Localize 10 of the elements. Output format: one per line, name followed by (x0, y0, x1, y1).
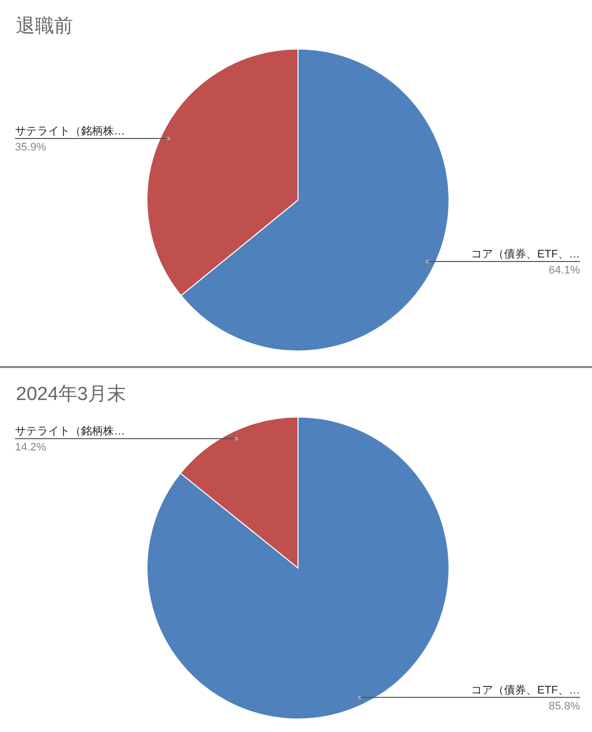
slice-label: サテライト（銘柄株… (15, 424, 125, 438)
data-label: 14.2% (15, 442, 46, 454)
chart-title: 2024年3月末 (16, 384, 126, 405)
chart-title: 退職前 (16, 16, 73, 37)
data-label: 85.8% (548, 700, 580, 712)
slice-label: サテライト（銘柄株… (15, 124, 125, 138)
slice-label: コア（債券、ETF、… (471, 683, 580, 696)
data-label: 35.9% (15, 142, 46, 154)
data-label: 64.1% (548, 264, 580, 276)
slice-label: コア（債券、ETF、… (471, 247, 580, 260)
